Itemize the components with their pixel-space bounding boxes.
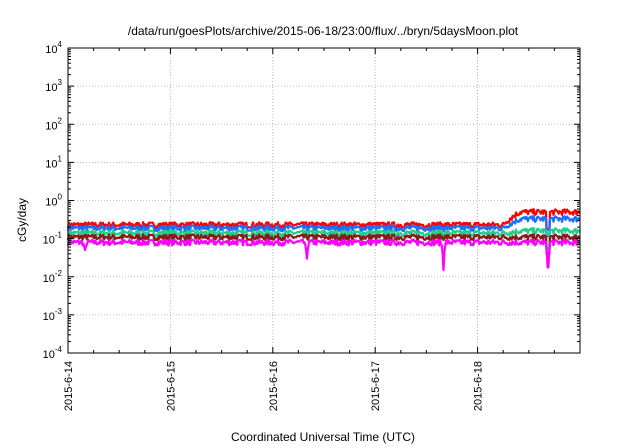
series-line [66,238,581,272]
y-tick-label: 102 [45,116,62,132]
series-line [66,233,581,256]
x-tick-label: 2015-6-16 [268,361,280,411]
chart-title: /data/run/goesPlots/archive/2015-06-18/2… [128,24,519,38]
grid [68,48,580,353]
y-axis: 10-4 10-3 10-2 10-1 100 101 102 103 104 [43,40,580,361]
y-tick-label: 10-2 [43,269,63,285]
x-tick-label: 2015-6-14 [63,361,75,411]
series-line [66,227,581,250]
series-line [66,208,581,231]
y-tick-label: 100 [45,193,62,209]
x-tick-label: 2015-6-15 [165,361,177,411]
x-axis: 2015-6-14 2015-6-15 2015-6-16 2015-6-17 2015… [63,48,555,411]
y-axis-label: cGy/day [15,198,29,242]
y-tick-label: 104 [45,40,62,56]
y-tick-label: 103 [45,78,62,94]
y-tick-label: 10-4 [43,345,63,361]
y-tick-label: 10-1 [43,231,63,247]
x-tick-label: 2015-6-18 [473,361,485,411]
series-group [66,208,581,272]
x-tick-label: 2015-6-17 [370,361,382,411]
series-line [66,215,581,238]
y-tick-label: 10-3 [43,307,63,323]
y-tick-label: 101 [45,154,62,170]
x-axis-label: Coordinated Universal Time (UTC) [231,430,415,444]
